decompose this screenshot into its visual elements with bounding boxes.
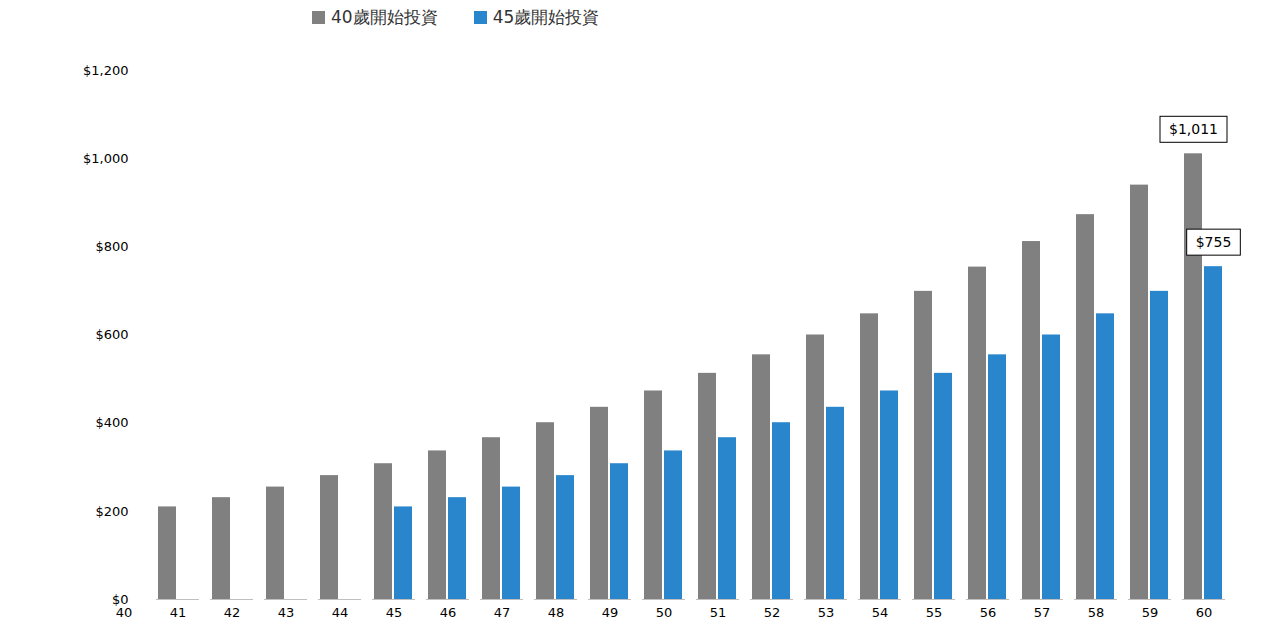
svg-text:50: 50 [656, 605, 673, 620]
svg-text:$1,200: $1,200 [83, 63, 129, 78]
svg-text:55: 55 [926, 605, 943, 620]
svg-text:56: 56 [980, 605, 997, 620]
svg-text:48: 48 [548, 605, 565, 620]
svg-text:43: 43 [278, 605, 295, 620]
svg-text:45: 45 [386, 605, 403, 620]
svg-text:41: 41 [170, 605, 187, 620]
svg-text:42: 42 [224, 605, 241, 620]
svg-text:53: 53 [818, 605, 835, 620]
svg-text:57: 57 [1034, 605, 1051, 620]
html-text:40歲開始投資: 40歲開始投資 [331, 6, 438, 27]
svg-text:$800: $800 [95, 239, 128, 254]
svg-text:40: 40 [116, 605, 133, 620]
svg-text:52: 52 [764, 605, 781, 620]
svg-text:60: 60 [1196, 605, 1213, 620]
svg-text:$600: $600 [95, 327, 128, 342]
svg-text:49: 49 [602, 605, 619, 620]
svg-text:58: 58 [1088, 605, 1105, 620]
svg-text:$200: $200 [95, 503, 128, 518]
svg-text:$755: $755 [1196, 234, 1232, 250]
svg-text:$400: $400 [95, 415, 128, 430]
svg-text:59: 59 [1142, 605, 1159, 620]
html-text:45歲開始投資: 45歲開始投資 [492, 6, 600, 27]
svg-text:$1,000: $1,000 [83, 151, 129, 166]
svg-text:44: 44 [332, 605, 349, 620]
svg-text:51: 51 [710, 605, 727, 620]
svg-text:47: 47 [494, 605, 511, 620]
svg-text:$1,011: $1,011 [1169, 121, 1218, 137]
svg-text:54: 54 [872, 605, 889, 620]
svg-text:$0: $0 [112, 592, 129, 607]
svg-text:46: 46 [440, 605, 457, 620]
